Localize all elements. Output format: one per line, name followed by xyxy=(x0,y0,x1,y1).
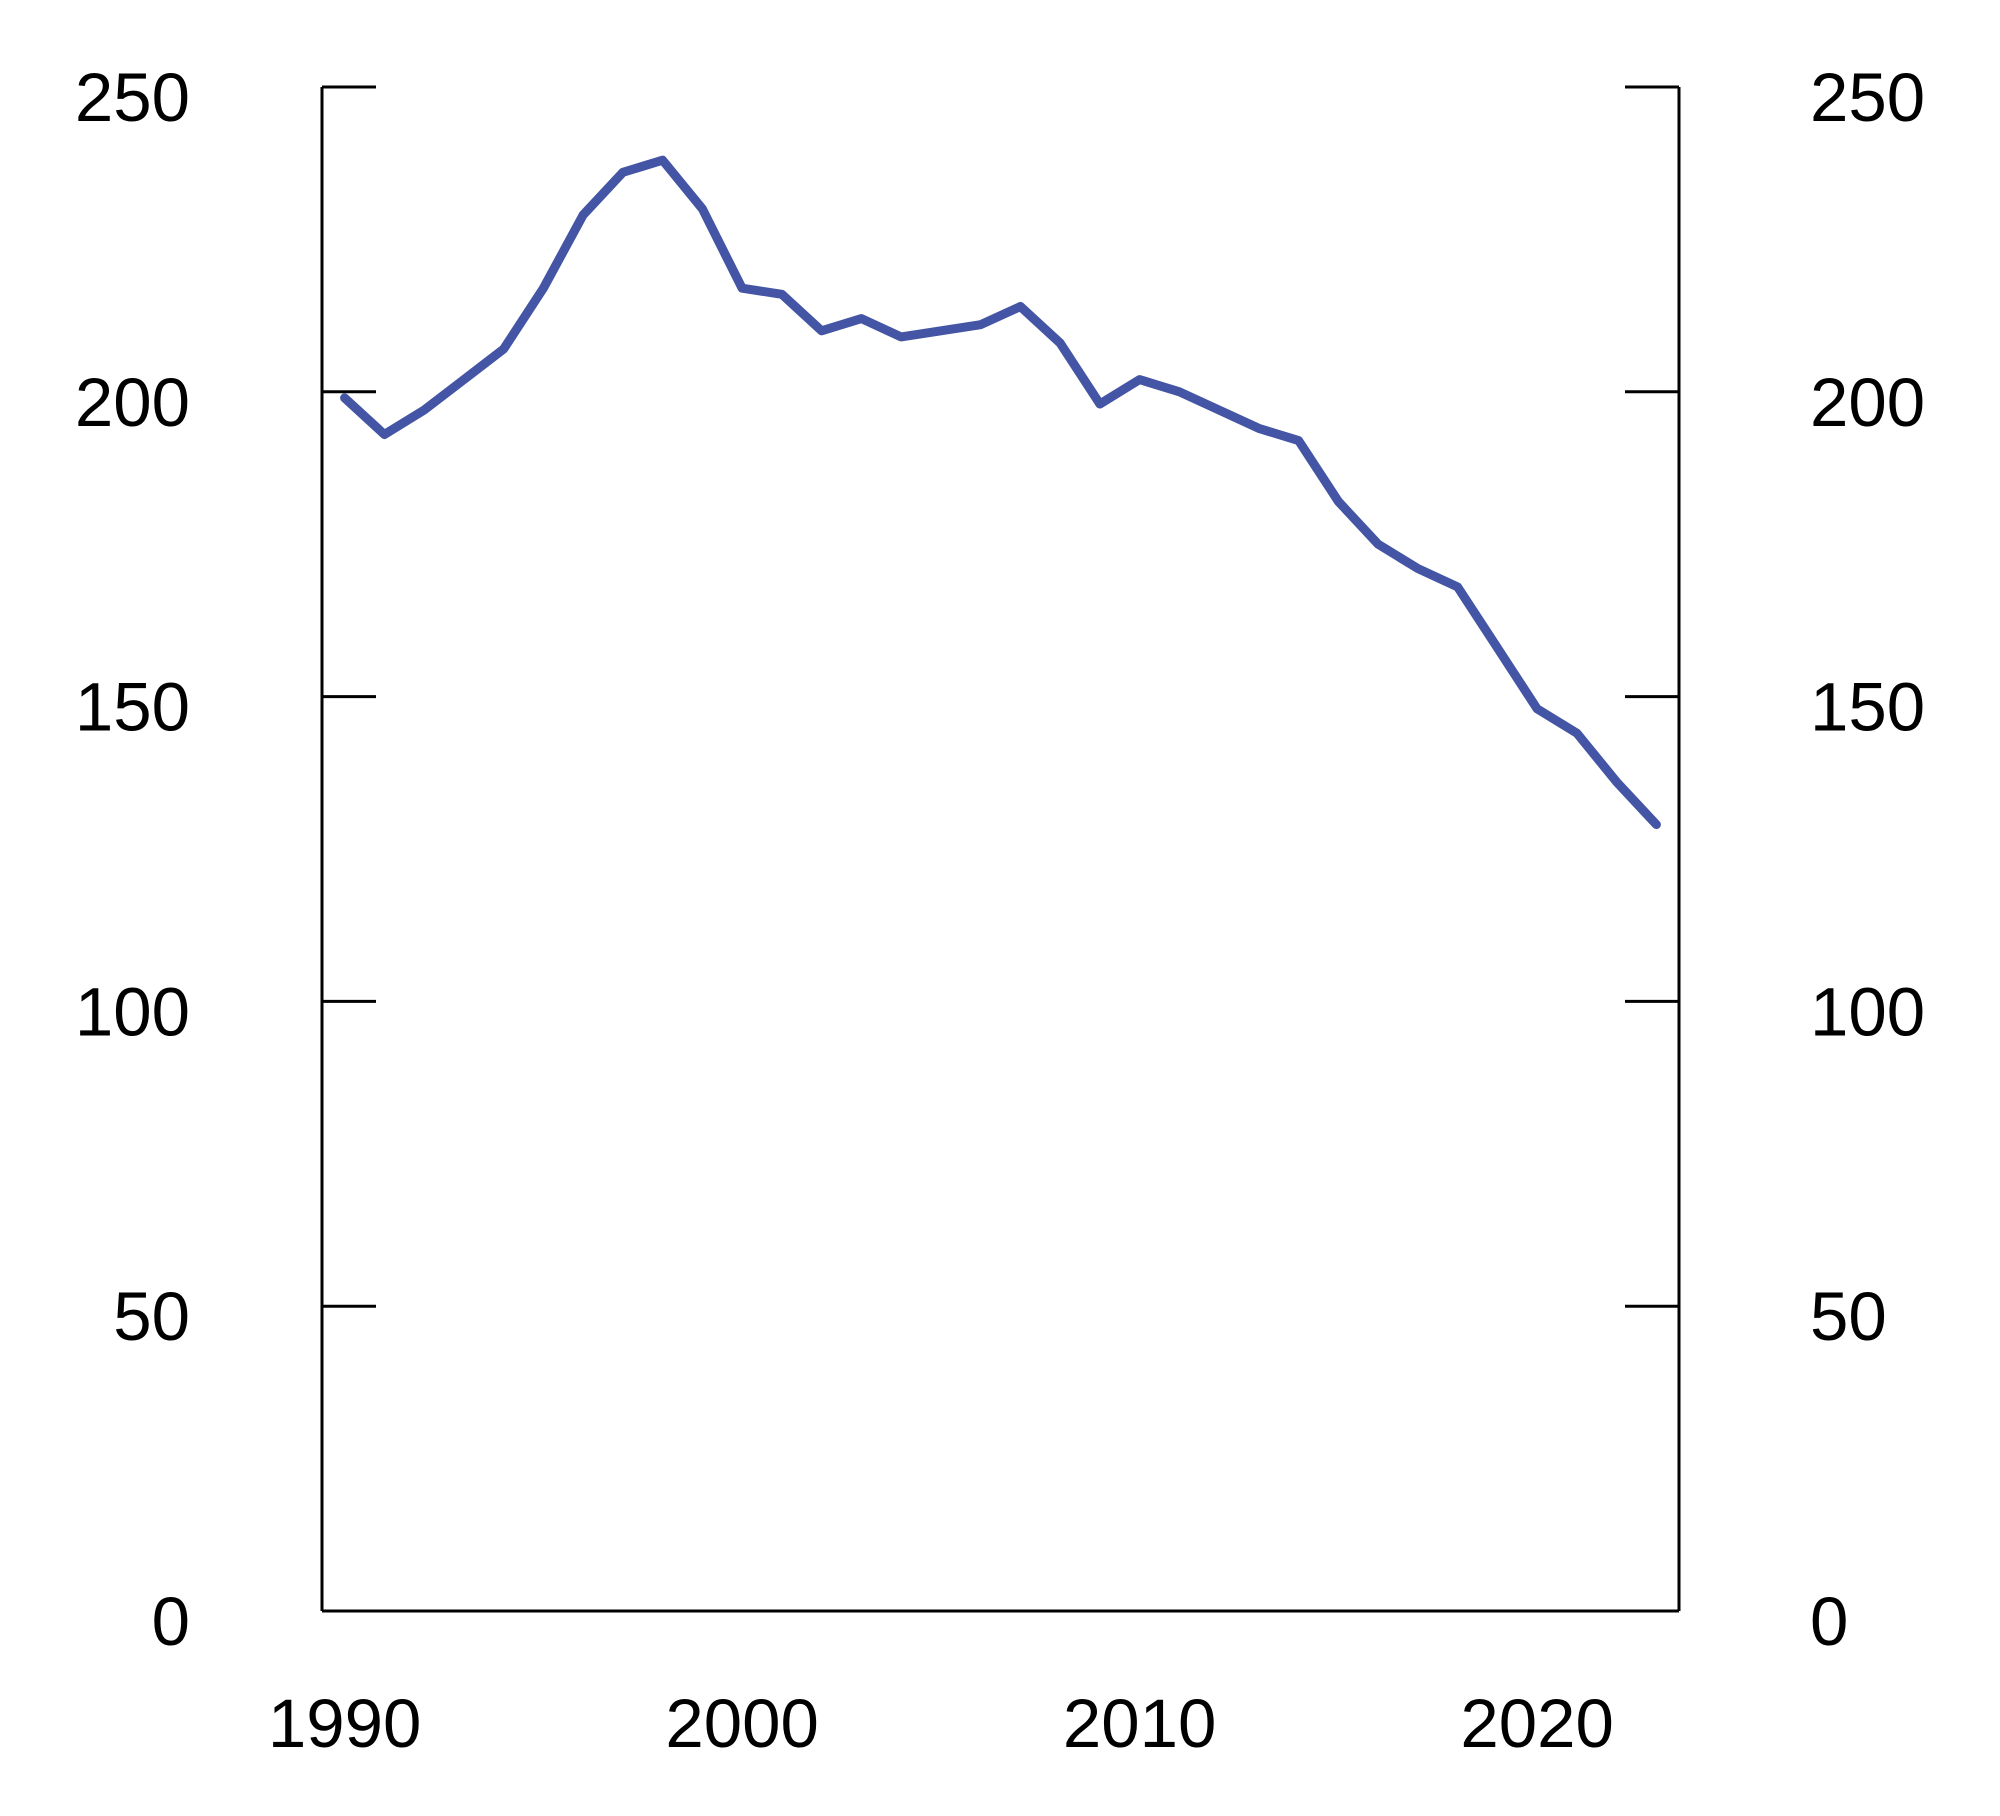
x-tick-label-2000: 2000 xyxy=(665,1685,819,1762)
y-tick-label-left-200: 200 xyxy=(75,364,190,441)
y-tick-label-right-0: 0 xyxy=(1810,1583,1848,1660)
y-tick-label-right-100: 100 xyxy=(1810,973,1925,1050)
x-tick-label-1990: 1990 xyxy=(268,1685,422,1762)
y-tick-label-left-0: 0 xyxy=(152,1583,190,1660)
y-tick-label-right-150: 150 xyxy=(1810,669,1925,746)
y-tick-label-left-250: 250 xyxy=(75,59,190,136)
y-tick-label-right-50: 50 xyxy=(1810,1278,1887,1355)
x-tick-label-2020: 2020 xyxy=(1460,1685,1614,1762)
y-tick-label-left-150: 150 xyxy=(75,669,190,746)
x-tick-label-2010: 2010 xyxy=(1063,1685,1217,1762)
series-line-1 xyxy=(340,155,1661,830)
y-tick-label-right-200: 200 xyxy=(1810,364,1925,441)
y-tick-label-left-100: 100 xyxy=(75,973,190,1050)
y-tick-label-right-250: 250 xyxy=(1810,59,1925,136)
y-tick-label-left-50: 50 xyxy=(113,1278,190,1355)
